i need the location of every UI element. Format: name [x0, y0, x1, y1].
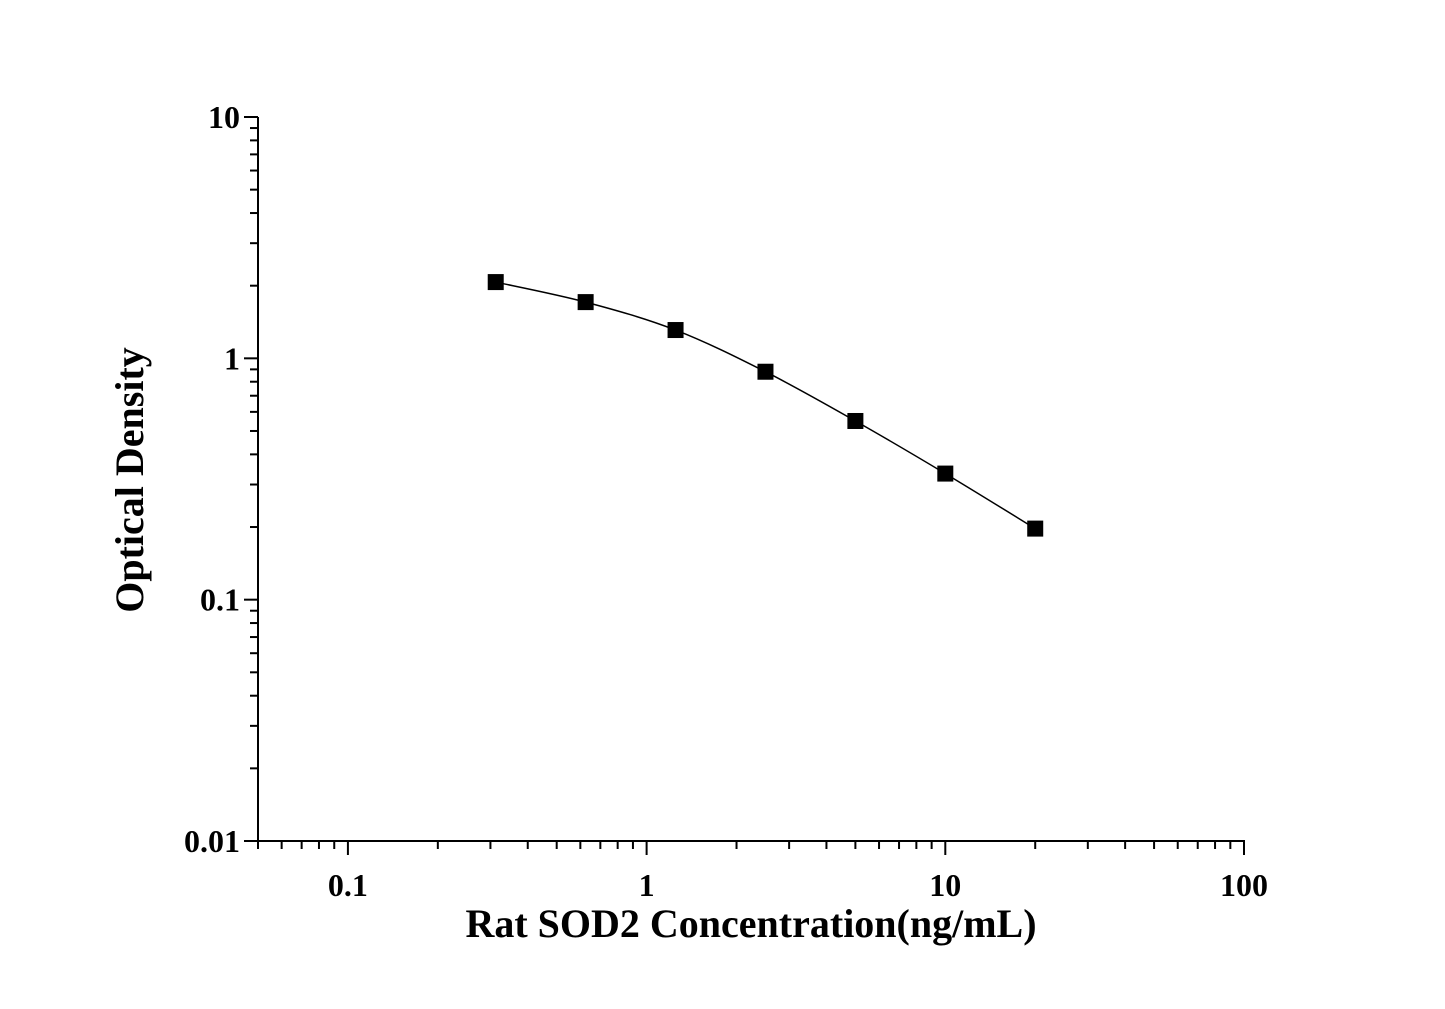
- data-point: [757, 363, 774, 380]
- curve: [495, 281, 1036, 530]
- data-point: [487, 274, 504, 291]
- data-point: [667, 322, 684, 339]
- data-point: [577, 294, 594, 311]
- y-tick-label: 10: [208, 99, 240, 135]
- x-axis-title: Rat SOD2 Concentration(ng/mL): [465, 901, 1036, 946]
- y-axis-title: Optical Density: [107, 347, 152, 613]
- data-point: [847, 412, 864, 429]
- x-tick-label: 1: [639, 867, 655, 903]
- data-point: [937, 465, 954, 482]
- data-point: [1027, 520, 1044, 537]
- x-tick-label: 0.1: [328, 867, 368, 903]
- y-tick-label: 0.01: [184, 823, 240, 859]
- x-tick-label: 10: [929, 867, 961, 903]
- x-tick-label: 100: [1220, 867, 1268, 903]
- y-tick-label: 0.1: [200, 582, 240, 618]
- y-tick-label: 1: [224, 340, 240, 376]
